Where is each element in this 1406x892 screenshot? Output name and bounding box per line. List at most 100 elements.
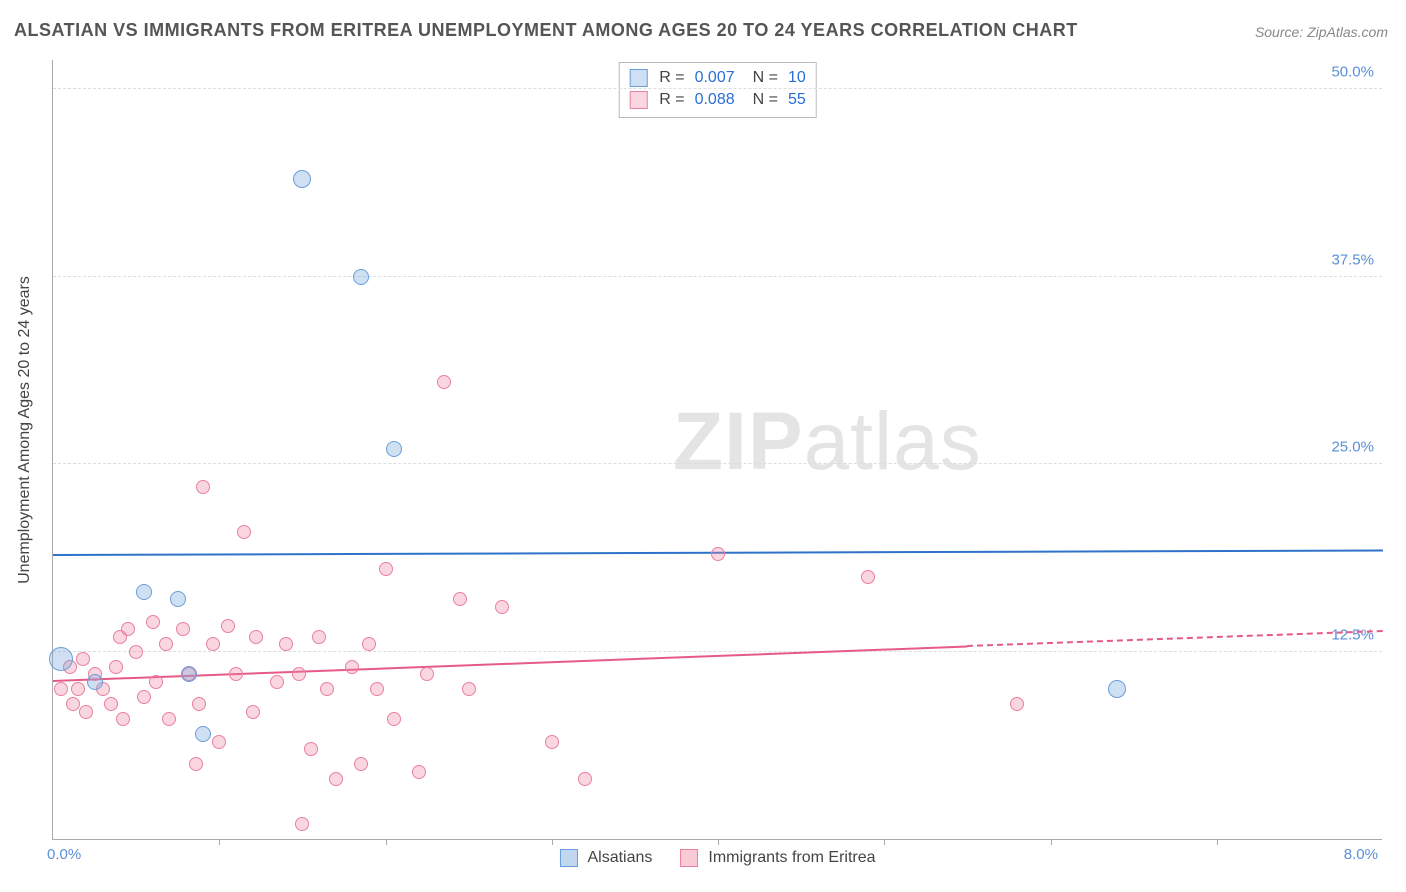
chart-title: ALSATIAN VS IMMIGRANTS FROM ERITREA UNEM… bbox=[14, 20, 1078, 41]
y-tick-label: 37.5% bbox=[1331, 251, 1374, 268]
data-point bbox=[279, 637, 293, 651]
swatch-eritrea bbox=[629, 91, 647, 109]
data-point bbox=[76, 652, 90, 666]
data-point bbox=[329, 772, 343, 786]
y-tick-label: 12.5% bbox=[1331, 626, 1374, 643]
data-point bbox=[495, 600, 509, 614]
x-axis-origin-label: 0.0% bbox=[47, 846, 81, 863]
legend-swatch-eritrea bbox=[680, 849, 698, 867]
watermark-zip: ZIP bbox=[673, 396, 804, 487]
data-point bbox=[181, 666, 197, 682]
data-point bbox=[137, 690, 151, 704]
y-axis-title: Unemployment Among Ages 20 to 24 years bbox=[16, 276, 34, 584]
data-point bbox=[345, 660, 359, 674]
data-point bbox=[189, 757, 203, 771]
n-label: N = bbox=[753, 89, 778, 111]
data-point bbox=[295, 817, 309, 831]
legend-swatch-alsatians bbox=[559, 849, 577, 867]
n-value-eritrea: 55 bbox=[788, 89, 806, 111]
x-tick bbox=[386, 839, 387, 845]
data-point bbox=[196, 480, 210, 494]
data-point bbox=[170, 591, 186, 607]
data-point bbox=[312, 630, 326, 644]
n-label: N = bbox=[753, 67, 778, 89]
x-axis-max-label: 8.0% bbox=[1344, 846, 1378, 863]
data-point bbox=[87, 674, 103, 690]
data-point bbox=[109, 660, 123, 674]
data-point bbox=[237, 525, 251, 539]
data-point bbox=[221, 619, 235, 633]
data-point bbox=[116, 712, 130, 726]
data-point bbox=[66, 697, 80, 711]
y-tick-label: 50.0% bbox=[1331, 64, 1374, 81]
data-point bbox=[149, 675, 163, 689]
data-point bbox=[545, 735, 559, 749]
r-label: R = bbox=[659, 89, 684, 111]
watermark-rest: atlas bbox=[804, 396, 982, 487]
legend-label-alsatians: Alsatians bbox=[587, 849, 652, 867]
x-tick bbox=[1217, 839, 1218, 845]
swatch-alsatians bbox=[629, 69, 647, 87]
y-tick-label: 25.0% bbox=[1331, 439, 1374, 456]
data-point bbox=[270, 675, 284, 689]
correlation-row-alsatians: R = 0.007 N = 10 bbox=[629, 67, 806, 89]
data-point bbox=[353, 269, 369, 285]
data-point bbox=[159, 637, 173, 651]
data-point bbox=[293, 170, 311, 188]
data-point bbox=[192, 697, 206, 711]
source-attribution: Source: ZipAtlas.com bbox=[1255, 24, 1388, 40]
data-point bbox=[195, 726, 211, 742]
data-point bbox=[249, 630, 263, 644]
data-point bbox=[453, 592, 467, 606]
data-point bbox=[420, 667, 434, 681]
data-point bbox=[354, 757, 368, 771]
correlation-legend: R = 0.007 N = 10 R = 0.088 N = 55 bbox=[618, 62, 817, 118]
data-point bbox=[212, 735, 226, 749]
legend-label-eritrea: Immigrants from Eritrea bbox=[708, 849, 875, 867]
data-point bbox=[437, 375, 451, 389]
data-point bbox=[386, 441, 402, 457]
gridline bbox=[53, 276, 1382, 277]
trendline-extrapolated bbox=[967, 630, 1383, 647]
data-point bbox=[176, 622, 190, 636]
data-point bbox=[387, 712, 401, 726]
data-point bbox=[1108, 680, 1126, 698]
data-point bbox=[136, 584, 152, 600]
data-point bbox=[578, 772, 592, 786]
data-point bbox=[79, 705, 93, 719]
data-point bbox=[129, 645, 143, 659]
data-point bbox=[462, 682, 476, 696]
x-tick bbox=[1051, 839, 1052, 845]
legend-item-alsatians: Alsatians bbox=[559, 849, 652, 867]
data-point bbox=[146, 615, 160, 629]
data-point bbox=[54, 682, 68, 696]
data-point bbox=[1010, 697, 1024, 711]
data-point bbox=[104, 697, 118, 711]
gridline bbox=[53, 463, 1382, 464]
x-tick bbox=[219, 839, 220, 845]
data-point bbox=[711, 547, 725, 561]
data-point bbox=[861, 570, 875, 584]
data-point bbox=[292, 667, 306, 681]
data-point bbox=[379, 562, 393, 576]
n-value-alsatians: 10 bbox=[788, 67, 806, 89]
x-tick bbox=[552, 839, 553, 845]
gridline bbox=[53, 88, 1382, 89]
series-legend: Alsatians Immigrants from Eritrea bbox=[559, 849, 875, 867]
r-label: R = bbox=[659, 67, 684, 89]
data-point bbox=[304, 742, 318, 756]
data-point bbox=[49, 647, 73, 671]
data-point bbox=[206, 637, 220, 651]
data-point bbox=[412, 765, 426, 779]
r-value-eritrea: 0.088 bbox=[695, 89, 735, 111]
data-point bbox=[246, 705, 260, 719]
gridline bbox=[53, 651, 1382, 652]
correlation-row-eritrea: R = 0.088 N = 55 bbox=[629, 89, 806, 111]
scatter-plot: ZIPatlas R = 0.007 N = 10 R = 0.088 N = … bbox=[52, 60, 1382, 840]
data-point bbox=[162, 712, 176, 726]
watermark: ZIPatlas bbox=[673, 395, 982, 489]
data-point bbox=[370, 682, 384, 696]
data-point bbox=[229, 667, 243, 681]
data-point bbox=[71, 682, 85, 696]
data-point bbox=[362, 637, 376, 651]
